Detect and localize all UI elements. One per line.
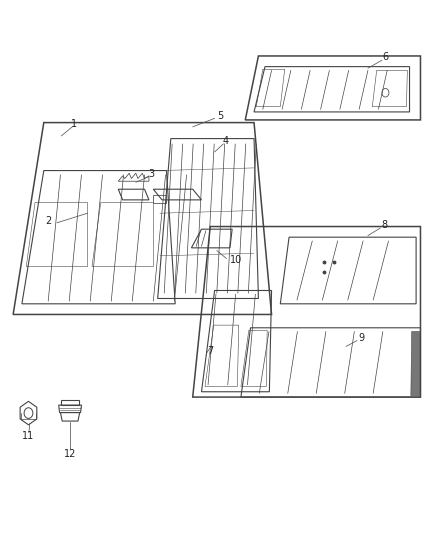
Text: 5: 5 [217, 111, 223, 120]
Polygon shape [411, 332, 420, 395]
Text: 4: 4 [223, 136, 229, 146]
Text: 12: 12 [64, 449, 76, 459]
Text: 1: 1 [71, 119, 78, 128]
Text: 3: 3 [148, 169, 154, 179]
Text: 2: 2 [45, 216, 51, 226]
Text: 10: 10 [230, 255, 243, 264]
Text: 7: 7 [207, 346, 213, 356]
Text: 9: 9 [358, 333, 364, 343]
Text: 8: 8 [381, 220, 388, 230]
Text: 6: 6 [382, 52, 389, 62]
Text: 11: 11 [22, 431, 35, 441]
